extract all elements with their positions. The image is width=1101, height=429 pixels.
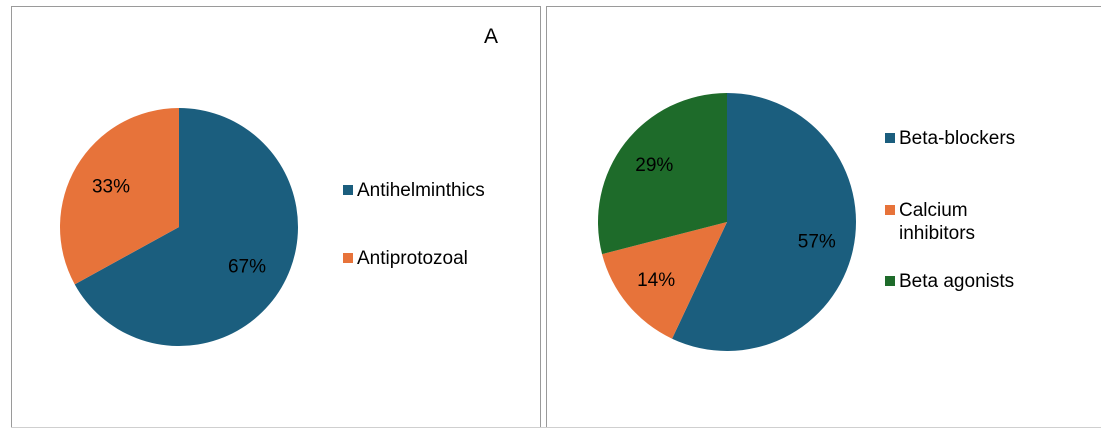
slice-value-label: 33% xyxy=(92,176,130,197)
legend-swatch xyxy=(885,205,895,215)
legend-label: Beta agonists xyxy=(899,271,1015,292)
pie-slice xyxy=(597,92,727,255)
pie-chart-b: 57% 14% 29% xyxy=(597,92,857,351)
chart-panel-a: A 67% 33% Antihelminthics Antiprotozoal xyxy=(11,6,541,428)
legend-item-beta-blockers: Beta-blockers xyxy=(885,127,1015,150)
pie-slice xyxy=(59,108,179,285)
chart-panel-b: 57% 14% 29% Beta-blockers Calcium inhibito… xyxy=(546,6,1101,428)
slice-value-label: 29% xyxy=(635,155,673,176)
legend-label: Antiprotozoal xyxy=(357,248,468,269)
slice-value-label: 57% xyxy=(798,232,836,253)
legend-swatch xyxy=(343,253,353,263)
legend-item-antihelminthics: Antihelminthics xyxy=(343,179,485,202)
pie-slice xyxy=(74,108,298,346)
legend-swatch xyxy=(343,185,353,195)
pie-chart-a: 67% 33% xyxy=(59,108,298,346)
legend-item-antiprotozoal: Antiprotozoal xyxy=(343,247,468,270)
legend-item-beta-agonists: Beta agonists xyxy=(885,270,1014,293)
slice-value-label: 67% xyxy=(228,257,266,278)
legend-swatch xyxy=(885,276,895,286)
legend-item-calcium-inhibitors: Calcium inhibitors xyxy=(885,199,999,245)
legend-label: Antihelminthics xyxy=(357,180,485,201)
pie-slice xyxy=(672,93,857,351)
pie-slice xyxy=(602,222,727,339)
legend-label: Calcium inhibitors xyxy=(899,200,976,244)
panel-label: A xyxy=(484,25,499,48)
legend-swatch xyxy=(885,133,895,143)
slice-value-label: 14% xyxy=(637,270,675,291)
legend-label: Beta-blockers xyxy=(899,128,1016,149)
